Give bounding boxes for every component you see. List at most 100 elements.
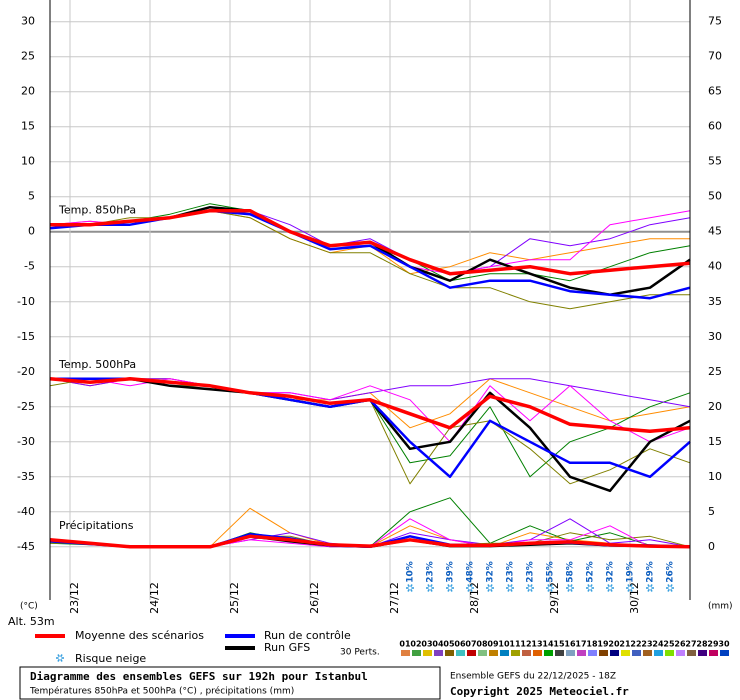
member-swatch <box>599 650 608 656</box>
snowflake-core <box>448 586 452 590</box>
snowflake <box>466 584 474 592</box>
snowflake-core <box>528 586 532 590</box>
x-tick-label: 23/12 <box>68 582 81 614</box>
snow-risk-label: 29% <box>646 561 656 583</box>
chart-title: Diagramme des ensembles GEFS sur 192h po… <box>30 670 368 683</box>
y-tick-label: 30 <box>21 15 35 28</box>
y-tick-label: 10 <box>21 155 35 168</box>
member-swatch <box>489 650 498 656</box>
y2-tick-label: 0 <box>708 540 715 553</box>
snowflake <box>446 584 454 592</box>
member-number: 15 <box>553 640 565 649</box>
panel-label: Temp. 850hPa <box>58 204 136 217</box>
member-number: 14 <box>542 640 554 649</box>
snow-risk-label: 32% <box>606 561 616 583</box>
y2-tick-label: 25 <box>708 365 722 378</box>
panel-label: Temp. 500hPa <box>58 358 136 371</box>
snowflake <box>606 584 614 592</box>
members-label: 30 Perts. <box>340 648 380 658</box>
y-tick-label: -10 <box>17 295 35 308</box>
snowflake <box>646 584 654 592</box>
member-swatch <box>555 650 564 656</box>
snowflake <box>626 584 634 592</box>
snowflake <box>506 584 514 592</box>
y-tick-label: 0 <box>28 225 35 238</box>
x-tick-label: 27/12 <box>388 582 401 614</box>
member-swatch <box>676 650 685 656</box>
snowflake <box>566 584 574 592</box>
snowflake <box>426 584 434 592</box>
x-tick-label: 24/12 <box>148 582 161 614</box>
y2-tick-label: 35 <box>708 295 722 308</box>
member-swatch <box>665 650 674 656</box>
run-label: Ensemble GEFS du 22/12/2025 - 18Z <box>450 672 616 682</box>
y-tick-label: -40 <box>17 505 35 518</box>
member-number: 10 <box>498 640 510 649</box>
y2-tick-label: 20 <box>708 400 722 413</box>
snowflake-core <box>648 586 652 590</box>
y2-unit: (mm) <box>708 602 733 612</box>
snow-risk-label: 10% <box>406 561 416 583</box>
snowflake-core <box>628 586 632 590</box>
y-tick-label: -15 <box>17 330 35 343</box>
member-swatch <box>709 650 718 656</box>
member-swatch <box>533 650 542 656</box>
member-swatch <box>621 650 630 656</box>
y2-tick-label: 30 <box>708 330 722 343</box>
member-swatch <box>467 650 476 656</box>
snowflake <box>526 584 534 592</box>
snowflake-core <box>408 586 412 590</box>
member-number: 29 <box>707 640 719 649</box>
snow-risk-label: 23% <box>506 561 516 583</box>
snowflake <box>406 584 414 592</box>
y-tick-label: 20 <box>21 85 35 98</box>
y-tick-label: -30 <box>17 435 35 448</box>
member-number: 30 <box>718 640 730 649</box>
y2-tick-label: 70 <box>708 50 722 63</box>
member-swatch <box>423 650 432 656</box>
x-tick-label: 26/12 <box>308 582 321 614</box>
snowflake <box>546 584 554 592</box>
member-swatch <box>445 650 454 656</box>
x-tick-label: 25/12 <box>228 582 241 614</box>
member-swatch <box>478 650 487 656</box>
legend-label: Run GFS <box>264 641 310 654</box>
snowflake-core <box>508 586 512 590</box>
y2-tick-label: 60 <box>708 120 722 133</box>
member-swatch <box>412 650 421 656</box>
snowflake-core <box>588 586 592 590</box>
snowflake-core <box>608 586 612 590</box>
snowflake-core <box>548 586 552 590</box>
member-swatch <box>522 650 531 656</box>
member-number: 13 <box>531 640 542 649</box>
y2-tick-label: 40 <box>708 260 722 273</box>
member-number: 22 <box>630 640 641 649</box>
snow-risk-label: 26% <box>666 561 676 583</box>
snowflake-core <box>468 586 472 590</box>
member-number: 24 <box>652 640 664 649</box>
snow-risk-label: 19% <box>626 561 636 583</box>
member-swatch <box>577 650 586 656</box>
member-swatch <box>401 650 410 656</box>
member-number: 26 <box>674 640 686 649</box>
y-unit: (°C) <box>20 602 38 612</box>
member-number: 08 <box>476 640 488 649</box>
member-swatch <box>511 650 520 656</box>
member-swatch <box>588 650 597 656</box>
member-number: 17 <box>575 640 586 649</box>
y-tick-label: -35 <box>17 470 35 483</box>
member-number: 11 <box>509 640 521 649</box>
snow-risk-label: 48% <box>466 561 476 583</box>
y2-tick-label: 75 <box>708 15 722 28</box>
y-tick-label: 5 <box>28 190 35 203</box>
member-swatch <box>643 650 652 656</box>
main-run-line <box>50 208 691 276</box>
member-swatch <box>687 650 696 656</box>
y2-tick-label: 65 <box>708 85 722 98</box>
snowflake-legend <box>56 654 64 662</box>
main-run-line <box>49 534 691 549</box>
y-tick-label: -45 <box>17 540 35 553</box>
y-tick-label: 15 <box>21 120 35 133</box>
